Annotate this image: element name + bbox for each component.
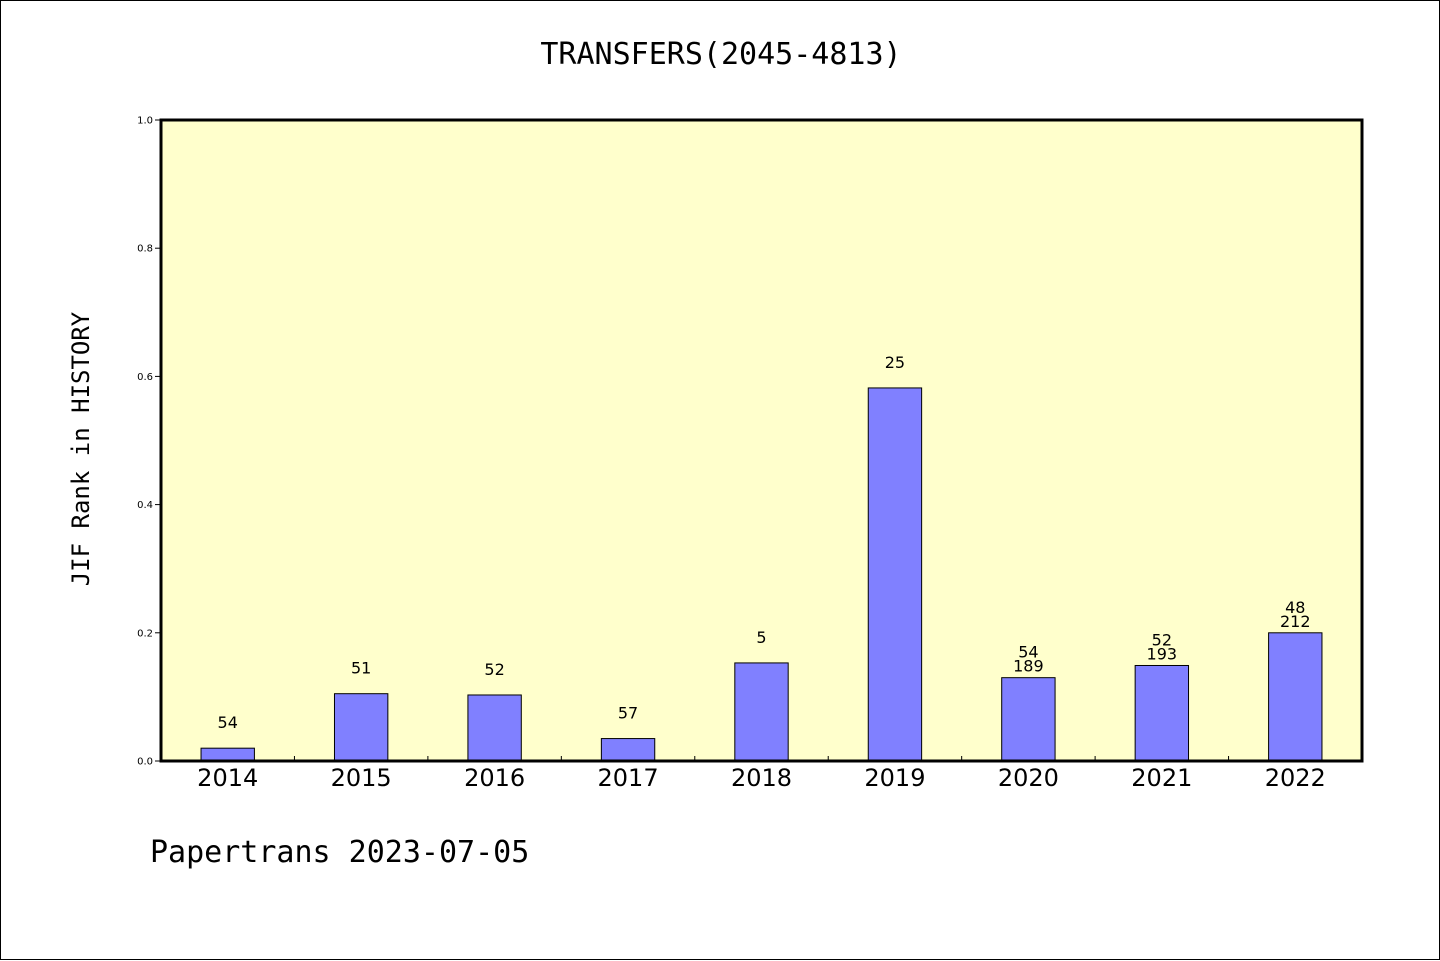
bar-value-label: 25 xyxy=(885,353,905,372)
y-tick-label: 0.6 xyxy=(137,372,153,383)
x-tick-label: 2019 xyxy=(864,764,925,792)
x-tick-label: 2015 xyxy=(331,764,392,792)
y-tick-label: 0.8 xyxy=(137,244,153,255)
bar xyxy=(1268,632,1323,762)
bar xyxy=(867,387,923,762)
bar-value-label: 52 xyxy=(484,660,504,679)
bar xyxy=(1134,664,1190,762)
bar-value-label: 52 xyxy=(1152,630,1172,649)
bar-value-label: 51 xyxy=(351,659,371,678)
bar-value-label: 212 xyxy=(1280,612,1311,631)
bar-value-label: 54 xyxy=(1018,643,1038,662)
y-tick-label: 0.4 xyxy=(137,500,153,511)
bar-value-label: 189 xyxy=(1013,657,1044,676)
bar-value-label: 5 xyxy=(756,628,766,647)
plot-area xyxy=(161,120,1362,761)
bar xyxy=(333,693,389,762)
x-tick-label: 2014 xyxy=(197,764,258,792)
bar xyxy=(600,738,656,762)
bar xyxy=(1001,677,1056,762)
x-tick-label: 2022 xyxy=(1265,764,1326,792)
y-tick-label: 0.0 xyxy=(137,757,153,768)
y-tick-label: 1.0 xyxy=(137,116,153,127)
x-tick-label: 2017 xyxy=(598,764,659,792)
bar-value-label: 48 xyxy=(1285,598,1305,617)
x-tick-label: 2016 xyxy=(464,764,525,792)
x-tick-label: 2021 xyxy=(1131,764,1192,792)
bar xyxy=(200,747,255,762)
bar-value-label: 54 xyxy=(218,713,238,732)
bar xyxy=(734,662,789,762)
bar-value-label: 193 xyxy=(1147,644,1178,663)
footer-text: Papertrans 2023-07-05 xyxy=(150,835,530,870)
bar-value-label: 57 xyxy=(618,704,638,723)
chart-title: TRANSFERS(2045-4813) xyxy=(540,37,902,72)
x-tick-label: 2018 xyxy=(731,764,792,792)
bar xyxy=(467,694,522,762)
x-tick-label: 2020 xyxy=(998,764,1059,792)
y-tick-label: 0.2 xyxy=(137,628,153,639)
plot-border xyxy=(159,118,1364,763)
